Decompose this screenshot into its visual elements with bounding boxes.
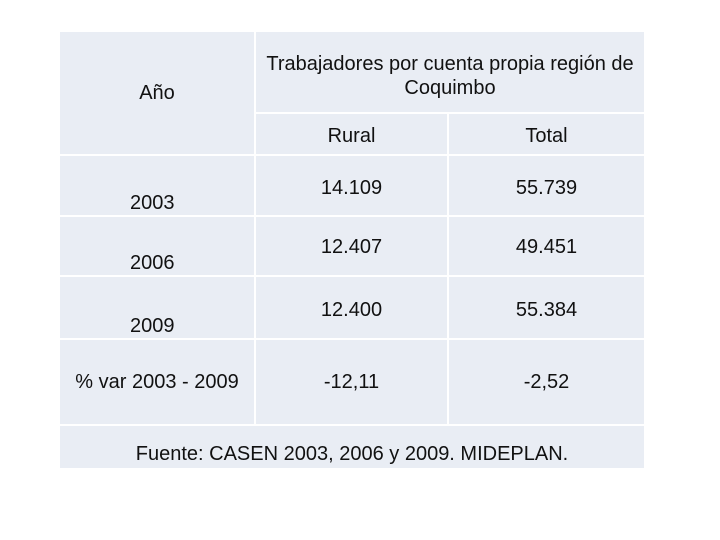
source-note: Fuente: CASEN 2003, 2006 y 2009. MIDEPLA… [135,443,569,465]
grid-line-horizontal-4 [60,338,644,340]
cell-rural: 12.400 [320,299,383,321]
row-label: % var 2003 - 2009 [75,371,239,393]
cell-rural: 12.407 [320,236,383,258]
cell-rural: -12,11 [323,371,380,393]
grid-line-horizontal-3 [60,275,644,277]
row-label: 2009 [130,315,175,337]
row-label: 2003 [130,192,175,214]
row-label: 2006 [130,252,175,274]
cell-total: 49.451 [515,236,578,258]
cell-total: -2,52 [523,371,570,393]
cell-total: 55.739 [515,177,578,199]
cell-rural: 14.109 [320,177,383,199]
grid-line-horizontal-5 [60,424,644,426]
grid-line-vertical-1 [254,32,256,426]
header-group-title: Trabajadores por cuenta propia región de… [266,53,634,99]
header-total: Total [525,125,568,147]
cell-total: 55.384 [515,299,578,321]
grid-line-horizontal-header-split [256,112,644,114]
grid-line-horizontal-1 [60,154,644,156]
grid-line-vertical-2 [447,114,449,426]
header-rural: Rural [327,125,376,147]
grid-line-horizontal-2 [60,215,644,217]
header-year: Año [139,82,175,104]
data-table: Año Trabajadores por cuenta propia regió… [60,32,644,468]
